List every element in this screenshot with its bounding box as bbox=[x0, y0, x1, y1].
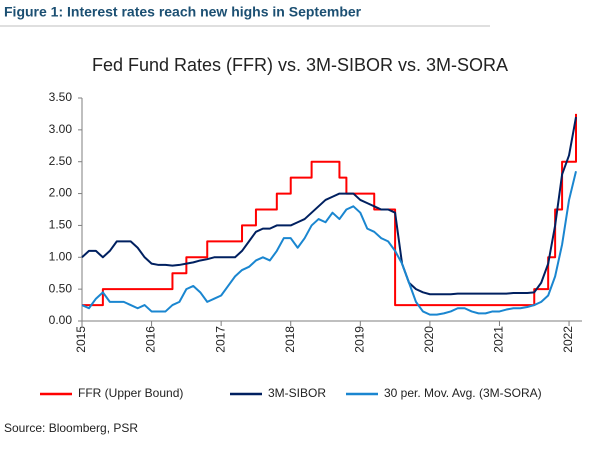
x-tick-label: 2019 bbox=[352, 326, 366, 353]
y-tick-label: 2.00 bbox=[49, 186, 73, 200]
y-tick-label: 2.50 bbox=[49, 154, 73, 168]
y-tick-label: 3.50 bbox=[49, 90, 73, 104]
series-line bbox=[82, 113, 577, 307]
x-tick-label: 2021 bbox=[492, 326, 506, 353]
x-tick-label: 2017 bbox=[213, 326, 227, 353]
series-line bbox=[81, 171, 577, 316]
y-tick-label: 0.00 bbox=[49, 313, 73, 327]
figure-caption: Figure 1: Interest rates reach new highs… bbox=[4, 4, 362, 20]
x-tick-label: 2016 bbox=[144, 326, 158, 353]
y-tick-label: 0.50 bbox=[49, 281, 73, 295]
x-tick-label: 2015 bbox=[74, 326, 88, 353]
x-tick-label: 2018 bbox=[283, 326, 297, 353]
y-tick-label: 3.00 bbox=[49, 122, 73, 136]
series-line bbox=[81, 116, 577, 296]
y-tick-label: 1.50 bbox=[49, 218, 73, 232]
legend-label: FFR (Upper Bound) bbox=[78, 386, 183, 400]
legend-label: 3M-SIBOR bbox=[268, 386, 326, 400]
source-note: Source: Bloomberg, PSR bbox=[4, 421, 138, 435]
legend-label: 30 per. Mov. Avg. (3M-SORA) bbox=[384, 386, 542, 400]
y-tick-label: 1.00 bbox=[49, 249, 73, 263]
x-tick-label: 2020 bbox=[422, 326, 436, 353]
x-tick-label: 2022 bbox=[561, 326, 575, 353]
chart-title: Fed Fund Rates (FFR) vs. 3M-SIBOR vs. 3M… bbox=[92, 55, 508, 75]
